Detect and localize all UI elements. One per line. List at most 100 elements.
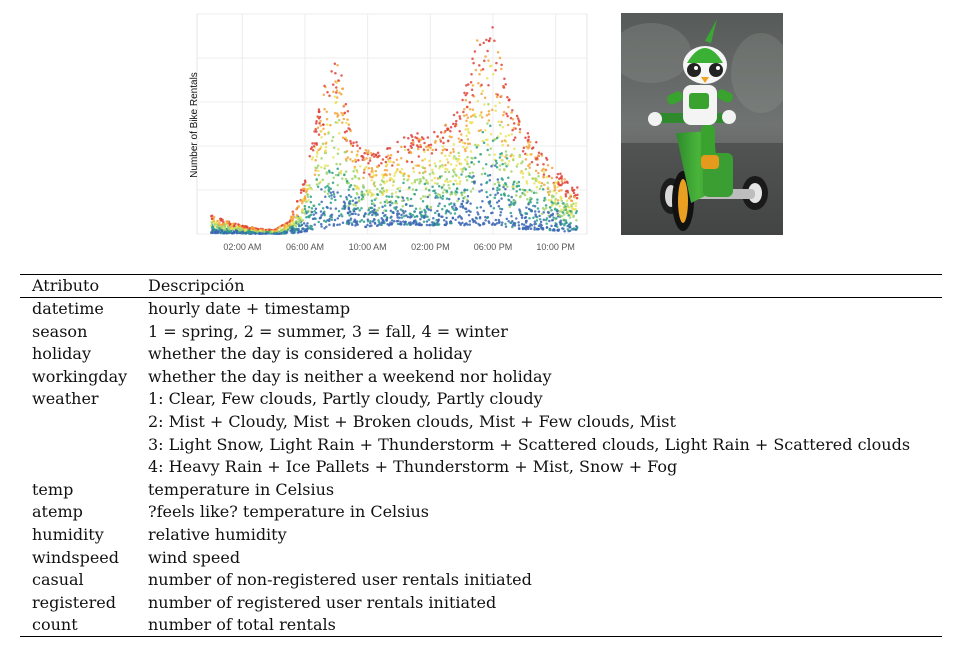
scatter-point (274, 229, 277, 233)
scatter-point (388, 173, 392, 176)
scatter-point (311, 142, 314, 145)
scatter-point (507, 176, 510, 179)
scatter-point (480, 183, 483, 186)
scatter-point (556, 172, 560, 176)
scatter-point (465, 124, 468, 127)
scatter-point (351, 177, 354, 180)
scatter-point (494, 109, 497, 113)
scatter-point (314, 127, 317, 131)
scatter-point (382, 176, 385, 179)
scatter-point (310, 187, 313, 191)
scatter-point (507, 194, 510, 198)
scatter-point (504, 182, 507, 185)
scatter-point (461, 221, 464, 225)
scatter-point (332, 176, 335, 180)
scatter-point (432, 217, 435, 220)
scatter-point (481, 199, 484, 203)
scatter-point (452, 182, 455, 186)
scatter-point (440, 186, 444, 189)
scatter-point (401, 196, 405, 200)
scatter-point (511, 128, 514, 132)
scatter-point (210, 226, 214, 230)
scatter-point (338, 163, 342, 166)
attribute-description: relative humidity (148, 524, 287, 544)
scatter-point (341, 87, 344, 90)
scatter-point (502, 86, 506, 89)
scatter-point (393, 174, 396, 178)
scatter-point (299, 230, 303, 234)
scatter-point (288, 223, 291, 227)
scatter-point (383, 200, 387, 204)
scatter-point (458, 180, 462, 183)
table-row: 3: Light Snow, Light Rain + Thunderstorm… (20, 434, 942, 457)
x-tick-label: 02:00 PM (411, 242, 450, 252)
scatter-point (440, 215, 443, 218)
scatter-point (555, 225, 559, 228)
scatter-point (469, 81, 473, 84)
scatter-point (511, 118, 515, 121)
scatter-point (558, 204, 561, 208)
scatter-point (402, 181, 405, 185)
scatter-point (310, 207, 314, 210)
scatter-point (507, 134, 511, 137)
scatter-point (317, 220, 320, 224)
scatter-point (478, 190, 481, 193)
table-body: datetime hourly date + timestamp season 1 =… (20, 298, 942, 637)
scatter-point (568, 216, 572, 219)
scatter-point (301, 187, 305, 190)
x-tick-label: 06:00 AM (286, 242, 324, 252)
scatter-point (336, 191, 339, 194)
scatter-points (210, 26, 579, 235)
scatter-point (464, 98, 468, 102)
scatter-point (461, 141, 465, 144)
scatter-point (512, 138, 516, 142)
scatter-point (507, 219, 510, 223)
scatter-point (335, 96, 339, 99)
scatter-point (563, 219, 566, 222)
scatter-point (324, 164, 327, 167)
scatter-point (486, 49, 489, 53)
scatter-point (461, 170, 464, 173)
scatter-point (560, 208, 563, 211)
scatter-point (301, 227, 305, 230)
scatter-point (366, 223, 369, 227)
scatter-point (323, 227, 326, 230)
scatter-point (417, 137, 421, 141)
scatter-point (460, 217, 464, 220)
scatter-point (416, 132, 419, 135)
scatter-point (539, 220, 543, 224)
scatter-point (293, 231, 296, 234)
scatter-point (491, 139, 495, 142)
scatter-point (484, 215, 487, 219)
scatter-point (482, 221, 485, 225)
scatter-point (448, 203, 451, 206)
scatter-point (318, 182, 321, 185)
scatter-point (334, 80, 337, 83)
scatter-point (555, 176, 559, 179)
scatter-point (321, 178, 325, 181)
scatter-point (490, 211, 493, 215)
scatter-point (323, 190, 327, 193)
attribute-name: count (32, 615, 78, 635)
scatter-point (384, 160, 388, 164)
scatter-point (537, 224, 541, 228)
scatter-point (513, 147, 516, 151)
scatter-point (475, 206, 479, 209)
scatter-point (468, 219, 472, 223)
scatter-point (413, 192, 417, 196)
scatter-point (548, 219, 551, 223)
scatter-point (454, 218, 457, 221)
scatter-point (365, 189, 368, 192)
scatter-point (357, 196, 361, 199)
scatter-point (521, 172, 525, 175)
scatter-point (309, 195, 313, 198)
scatter-point (517, 224, 521, 227)
scatter-point (291, 224, 294, 228)
scatter-point (343, 173, 346, 177)
scatter-point (528, 173, 531, 177)
scatter-point (347, 202, 351, 205)
scatter-point (497, 120, 501, 123)
scatter-point (411, 167, 415, 170)
scatter-point (314, 169, 317, 172)
scatter-point (368, 159, 372, 162)
